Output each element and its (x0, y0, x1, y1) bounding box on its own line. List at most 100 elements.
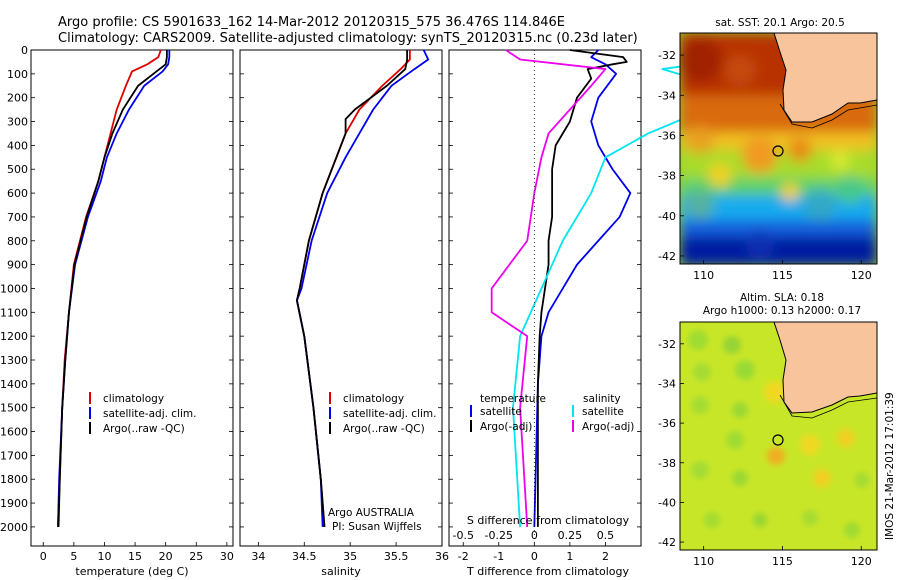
map-lat-label: -40 (658, 496, 676, 509)
t-difference-xlabel: T difference from climatology (466, 565, 629, 578)
s-tick-label: -0.5 (452, 529, 473, 542)
series-line (490, 49, 607, 527)
map-lat-label: -42 (658, 250, 676, 263)
x-tick-label: 25 (189, 550, 203, 563)
legend-label-satellite: satellite-adj. clim. (343, 408, 436, 420)
temperature-xlabel: temperature (deg C) (75, 565, 188, 578)
depth-tick-label: 900 (7, 259, 28, 272)
map-lon-label: 120 (851, 269, 872, 282)
depth-tick-label: 1300 (0, 354, 28, 367)
depth-tick-label: 1500 (0, 402, 28, 415)
x-tick-label: 10 (97, 550, 111, 563)
x-tick-label: 5 (70, 550, 77, 563)
depth-tick-label: 700 (7, 211, 28, 224)
s-tick-label: 0.5 (597, 529, 615, 542)
depth-tick-label: 400 (7, 139, 28, 152)
argo-location-marker (772, 434, 784, 446)
series-line (536, 49, 628, 527)
legend-heading-temperature: temperature (480, 393, 546, 405)
legend-label-climatology: climatology (103, 393, 164, 405)
series-line (296, 49, 430, 527)
depth-tick-label: 300 (7, 116, 28, 129)
depth-tick-label: 0 (21, 44, 28, 57)
x-tick-label: 15 (128, 550, 142, 563)
x-tick-label: 36 (435, 550, 449, 563)
depth-tick-label: 1000 (0, 282, 28, 295)
x-tick-label: -2 (458, 550, 469, 563)
series-line (296, 50, 411, 527)
x-tick-label: 35.5 (384, 550, 409, 563)
sla-map (680, 322, 877, 550)
argo-program-label: Argo AUSTRALIA (328, 507, 415, 519)
map-lat-label: -42 (658, 536, 676, 549)
pi-label: PI: Susan Wijffels (332, 521, 422, 533)
sst-map-axes: 110 115 120 -32 -34 -36 -38 -40 -42 (658, 49, 872, 282)
map-lon-label: 110 (693, 269, 714, 282)
sst-map-frame (679, 32, 878, 265)
series-line (296, 50, 409, 527)
depth-axis: 0 100 200 300 400 500 600 700 800 900 1000 1100 1200… (0, 44, 641, 534)
legend-label-s-argo: Argo(-adj) (582, 421, 634, 433)
header-line2: Climatology: CARS2009. Satellite-adjuste… (58, 31, 638, 46)
sla-map-title: Altim. SLA: 0.18 (740, 292, 824, 304)
map-lat-label: -34 (658, 89, 676, 102)
depth-tick-label: 200 (7, 92, 28, 105)
map-lat-label: -40 (658, 210, 676, 223)
sla-map-frame (679, 321, 878, 551)
x-tick-label: 34 (251, 550, 265, 563)
sst-map-title: sat. SST: 20.1 Argo: 20.5 (715, 17, 845, 29)
salinity-panel (239, 49, 443, 547)
depth-tick-label: 1600 (0, 426, 28, 439)
depth-tick-label: 1200 (0, 330, 28, 343)
map-lat-label: -38 (658, 457, 676, 470)
x-tick-label: 0 (40, 550, 47, 563)
sla-map-axes: 110 115 120 -32 -34 -36 -38 -40 -42 (658, 338, 872, 568)
difference-panel (448, 49, 642, 547)
sla-map-subtitle: Argo h1000: 0.13 h2000: 0.17 (703, 305, 861, 317)
series-line (533, 49, 632, 527)
salinity-xlabel: salinity (321, 565, 361, 578)
depth-tick-label: 800 (7, 235, 28, 248)
salinity-legend: climatology satellite-adj. clim. Argo(..… (328, 392, 436, 533)
salinity-plot: 34 34.5 35 35.5 36 (251, 49, 449, 563)
temperature-legend: climatology satellite-adj. clim. Argo(..… (89, 392, 196, 435)
temperature-panel (30, 49, 234, 547)
s-tick-label: 0 (531, 529, 538, 542)
map-lon-label: 115 (772, 269, 793, 282)
map-lat-label: -38 (658, 170, 676, 183)
x-tick-label: 20 (159, 550, 173, 563)
legend-label-argo: Argo(..raw -QC) (343, 423, 425, 435)
temperature-plot: 0 5 10 15 20 25 30 (40, 49, 234, 563)
series-line (57, 49, 162, 527)
depth-tick-label: 1900 (0, 497, 28, 510)
s-tick-label: -0.25 (485, 529, 513, 542)
map-lat-label: -34 (658, 377, 676, 390)
x-tick-label: -1 (493, 550, 504, 563)
depth-tick-label: 100 (7, 68, 28, 81)
map-lat-label: -32 (658, 338, 676, 351)
depth-tick-label: 500 (7, 163, 28, 176)
legend-label-s-satellite: satellite (582, 406, 624, 418)
series-line (512, 49, 749, 527)
map-lat-label: -32 (658, 49, 676, 62)
map-lon-label: 110 (693, 555, 714, 568)
legend-label-t-argo: Argo(-adj) (480, 421, 532, 433)
depth-tick-label: 2000 (0, 521, 28, 534)
depth-tick-label: 600 (7, 187, 28, 200)
sst-map (680, 33, 877, 264)
argo-location-marker (772, 145, 784, 157)
legend-label-satellite: satellite-adj. clim. (103, 408, 196, 420)
map-lon-label: 120 (851, 555, 872, 568)
legend-heading-salinity: salinity (583, 393, 621, 405)
x-tick-label: 2 (602, 550, 609, 563)
depth-tick-label: 1800 (0, 473, 28, 486)
x-tick-label: 34.5 (292, 550, 317, 563)
x-tick-label: 35 (343, 550, 357, 563)
depth-tick-label: 1100 (0, 306, 28, 319)
x-tick-label: 30 (220, 550, 234, 563)
difference-plot: -2 -1 0 1 2 -0.5 -0.25 0 0.25 0.5 (452, 49, 749, 563)
map-lon-label: 115 (772, 555, 793, 568)
imos-caption: IMOS 21-Mar-2012 17:01:39 (884, 392, 896, 540)
legend-label-climatology: climatology (343, 393, 404, 405)
